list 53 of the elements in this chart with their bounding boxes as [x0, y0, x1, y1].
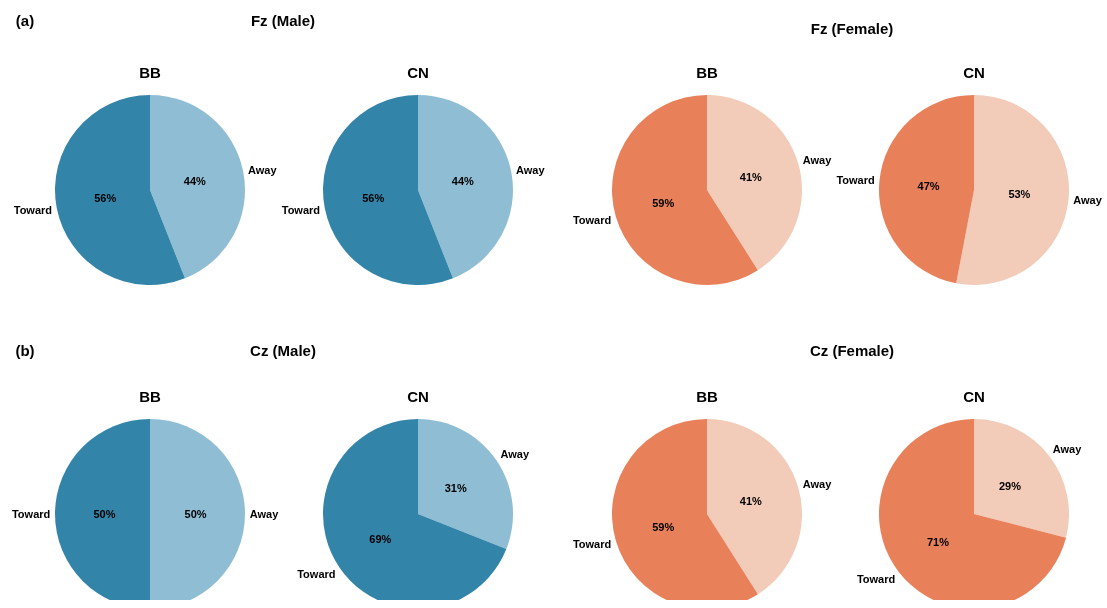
data-label: 59% — [652, 196, 675, 209]
slice-label: Toward — [572, 213, 612, 226]
chart-title: BB — [696, 388, 718, 405]
data-label: 29% — [999, 479, 1022, 492]
data-label: 71% — [926, 535, 950, 548]
data-label: 56% — [94, 192, 117, 205]
pie-slice — [956, 95, 1069, 285]
data-label: 44% — [183, 175, 207, 188]
pie-slice — [323, 95, 453, 285]
data-label: 41% — [739, 495, 763, 508]
text: (b) — [15, 342, 35, 359]
text: Cz (Female) — [809, 342, 895, 359]
data-label: 47% — [917, 179, 940, 192]
slice-label: Toward — [572, 537, 612, 550]
text: Fz (Male) — [250, 12, 316, 29]
data-label: 50% — [184, 507, 207, 520]
pie-slice — [707, 95, 802, 271]
chart-title: BB — [139, 388, 161, 405]
chart-title: CN — [963, 64, 985, 81]
slice-label: Away — [247, 163, 278, 176]
data-label: 44% — [451, 175, 475, 188]
slice-label: Away — [500, 448, 530, 461]
pie-slice — [55, 95, 185, 285]
data-label: 50% — [93, 507, 116, 520]
text: Fz (Female) — [810, 20, 894, 37]
text: (a) — [15, 12, 35, 29]
slice-label: Toward — [297, 567, 336, 580]
slice-label: Away — [1073, 193, 1103, 206]
slice-label: Toward — [856, 573, 896, 586]
pie-slice — [879, 95, 974, 284]
chart-title: CN — [407, 64, 429, 81]
chart-title: BB — [696, 64, 718, 81]
slice-label: Away — [1052, 442, 1083, 455]
pie-slice — [418, 95, 513, 279]
slice-label: Toward — [281, 203, 321, 216]
slice-label: Away — [249, 507, 280, 520]
slice-label: Toward — [11, 507, 51, 520]
slice-label: Away — [802, 478, 833, 491]
slice-label: Away — [515, 163, 546, 176]
chart-title: BB — [139, 64, 161, 81]
data-label: 69% — [369, 533, 392, 546]
slice-label: Toward — [836, 173, 875, 186]
slice-label: Away — [802, 154, 833, 167]
data-label: 31% — [444, 482, 467, 495]
pie-slice — [150, 95, 245, 279]
data-label: 56% — [362, 192, 385, 205]
slice-label: Toward — [13, 203, 53, 216]
data-label: 53% — [1008, 188, 1031, 201]
text: Cz (Male) — [250, 342, 316, 359]
data-label: 59% — [652, 520, 675, 533]
data-label: 41% — [739, 171, 763, 184]
chart-title: CN — [407, 388, 429, 405]
chart-title: CN — [963, 388, 985, 405]
